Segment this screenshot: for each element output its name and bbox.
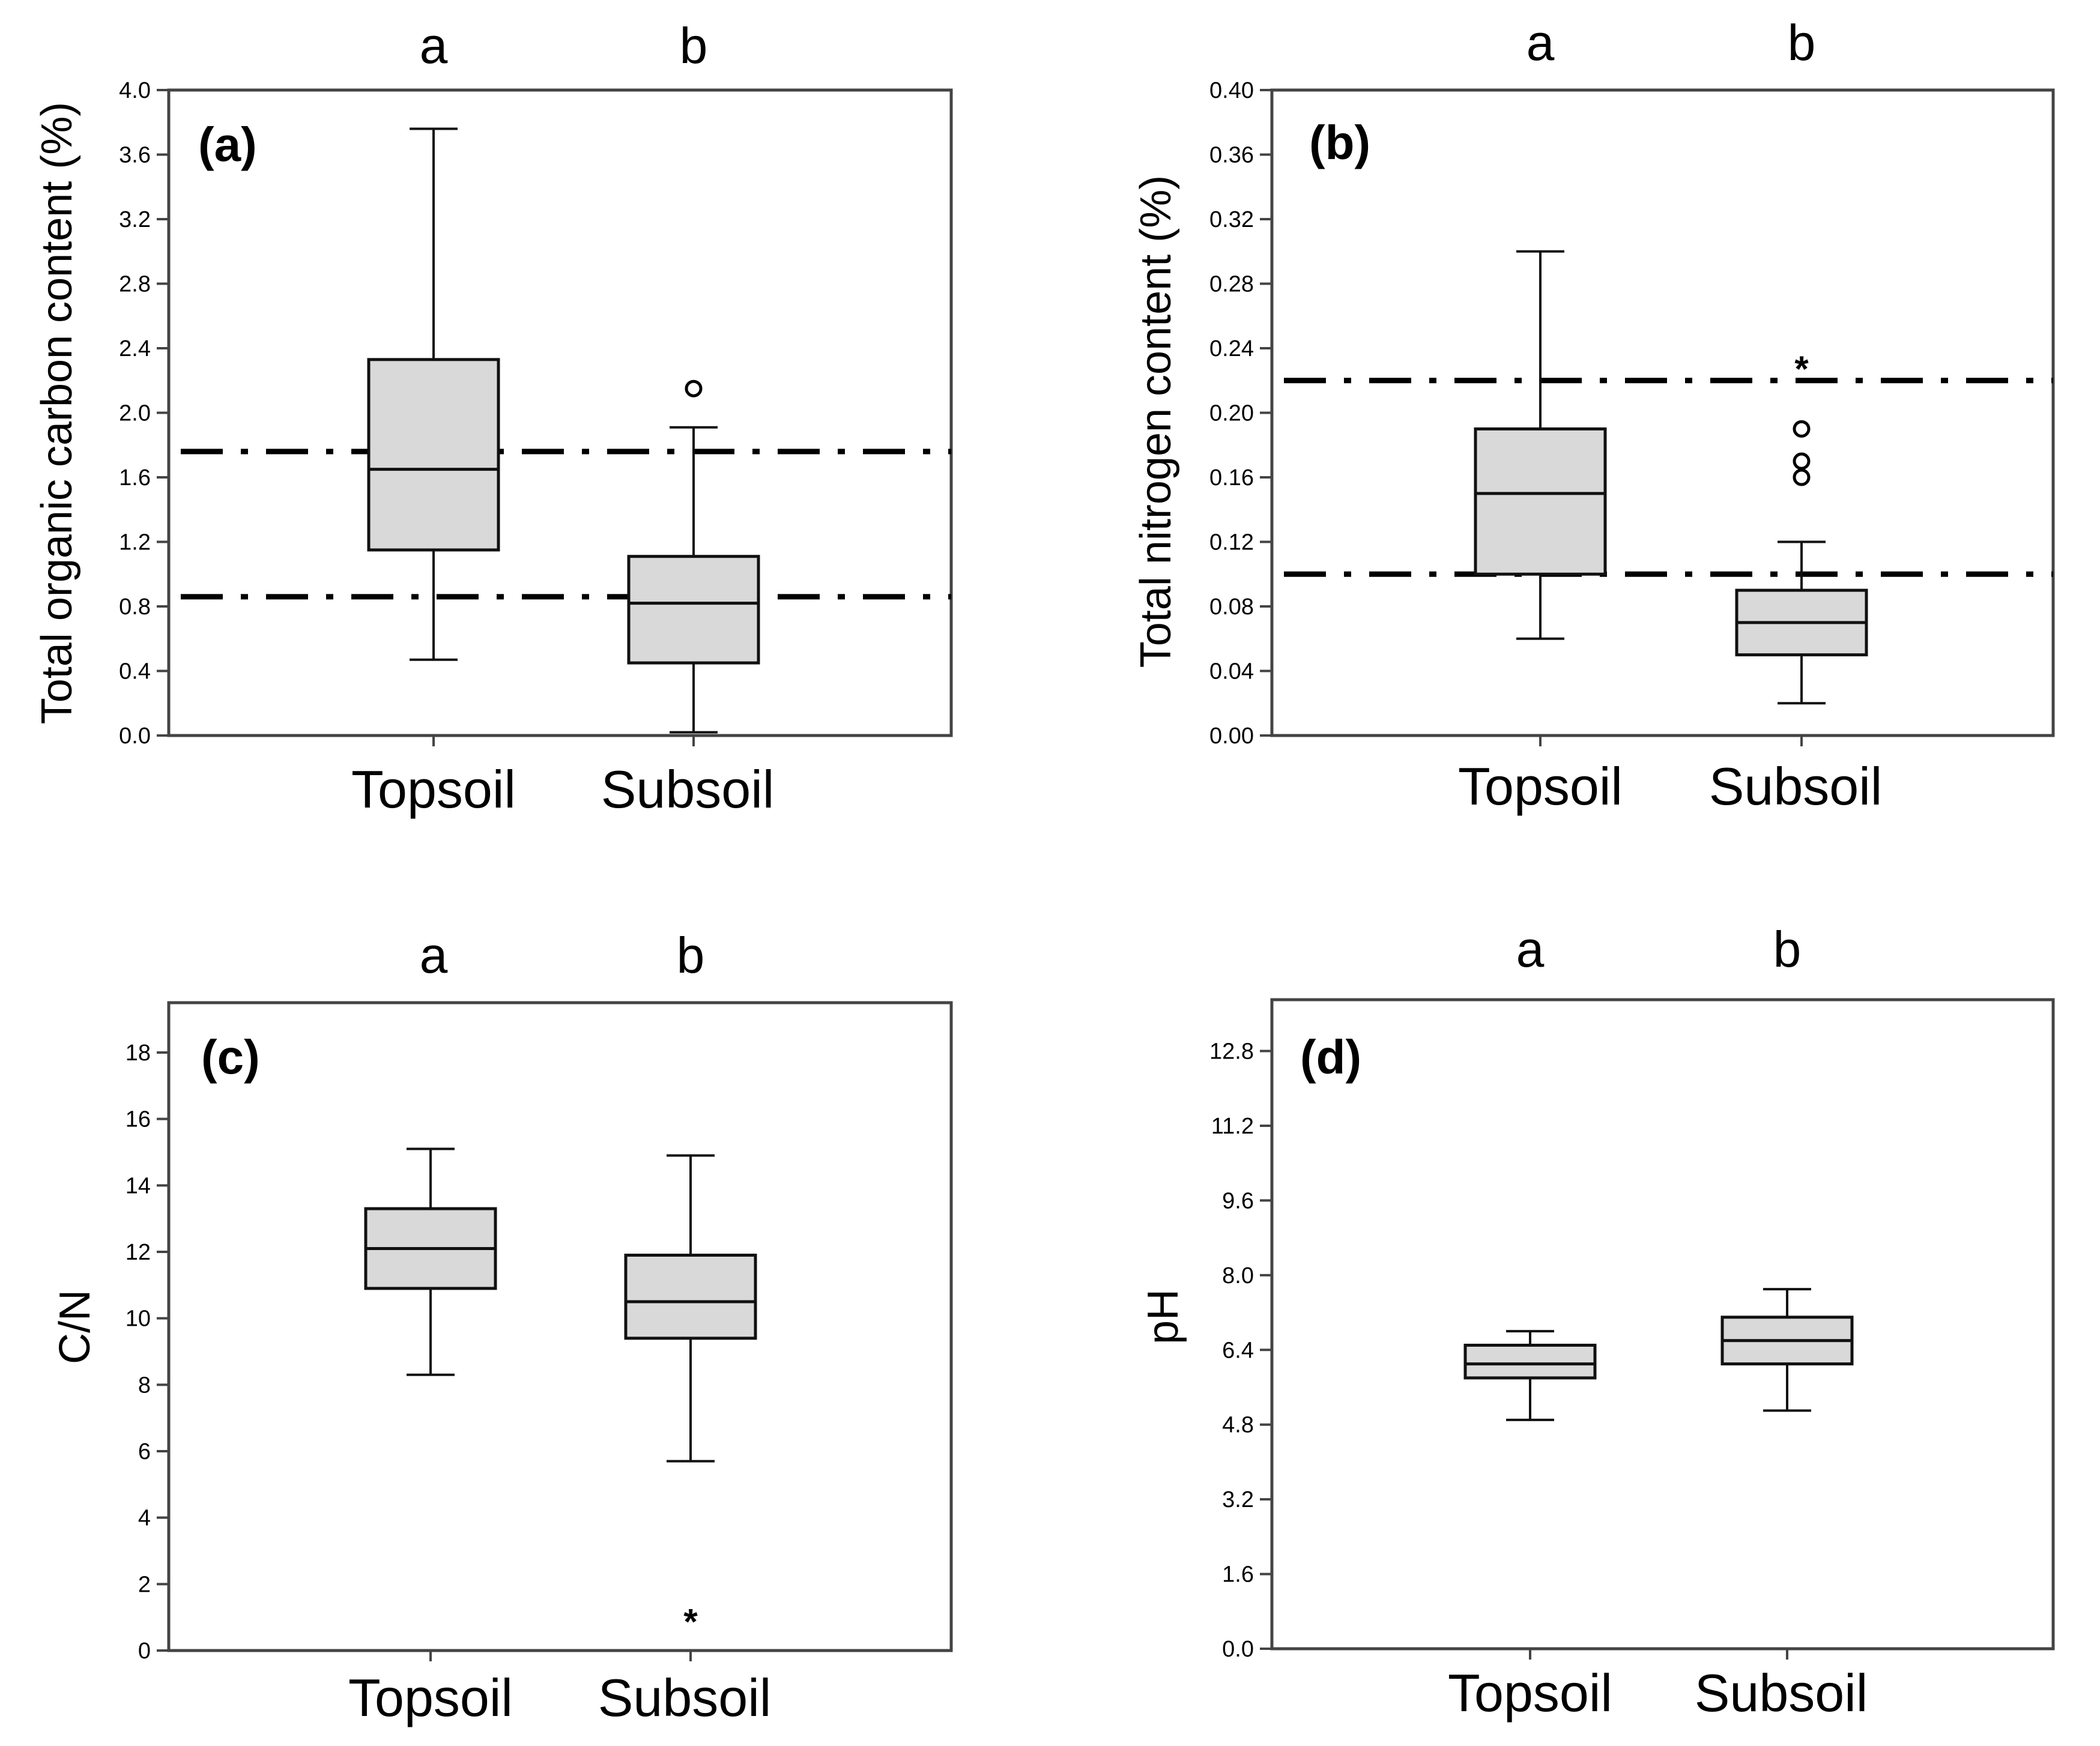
iqr-box (627, 555, 760, 665)
category-label: Topsoil (1448, 1663, 1612, 1723)
iqr-box (1463, 1343, 1597, 1380)
y-tick-label: 4 (138, 1506, 151, 1531)
y-tick-label: 0.0 (119, 723, 151, 749)
panel-label: (c) (201, 1030, 260, 1084)
y-tick-label: 0.36 (1209, 143, 1254, 168)
iqr-box (624, 1254, 757, 1340)
category-label: Topsoil (348, 1668, 513, 1727)
box-subsoil: * (1735, 349, 1868, 705)
y-axis-label: Total nitrogen content (%) (1132, 175, 1180, 668)
y-tick-label: 2.4 (119, 336, 151, 361)
box-topsoil (1463, 1330, 1597, 1421)
y-tick-label: 9.6 (1222, 1188, 1254, 1213)
y-tick-label: 0.8 (119, 594, 151, 620)
category-label: Subsoil (1709, 757, 1883, 816)
y-tick-label: 0.16 (1209, 465, 1254, 491)
box-topsoil (1474, 250, 1607, 640)
y-tick-label: 0.28 (1209, 272, 1254, 297)
y-tick-label: 12.8 (1209, 1039, 1254, 1065)
significance-letter: b (680, 17, 708, 74)
significance-letter: a (1527, 14, 1555, 71)
iqr-box (1474, 427, 1607, 576)
y-tick-label: 0 (138, 1639, 151, 1664)
y-tick-label: 1.6 (119, 465, 151, 491)
box-topsoil (367, 127, 500, 661)
outlier-circle (1793, 420, 1811, 438)
panel-c: 0 2 4 6 8 10 12 14 16 18 C/N (c) Topsoil a * Subsoil b (51, 927, 953, 1727)
y-tick-label: 4.8 (1222, 1413, 1254, 1438)
panel-label: (d) (1300, 1030, 1361, 1084)
outlier-circle (1793, 468, 1811, 486)
plot-frame (167, 88, 953, 737)
y-tick-label: 10 (126, 1306, 151, 1332)
y-tick-label: 0.20 (1209, 401, 1254, 426)
y-tick-label: 8 (138, 1373, 151, 1398)
y-tick-label: 8.0 (1222, 1263, 1254, 1288)
y-tick-label: 3.2 (1222, 1487, 1254, 1512)
panel-b: 0.00 0.04 0.08 0.12 0.16 0.20 0.24 0.28 0.32 0.36… (1132, 14, 2055, 816)
y-tick-label: 0.40 (1209, 78, 1254, 103)
significance-letter: a (420, 927, 448, 983)
y-tick-label: 4.0 (119, 78, 151, 103)
y-axis-label: C/N (51, 1290, 99, 1364)
y-tick-label: 0.04 (1209, 659, 1254, 684)
y-tick-label: 0.24 (1209, 336, 1254, 361)
y-tick-label: 11.2 (1211, 1114, 1254, 1139)
significance-letter: a (420, 17, 448, 74)
y-tick-label: 18 (126, 1041, 151, 1066)
box-subsoil: * (624, 1154, 757, 1642)
significance-letter: b (1788, 14, 1816, 71)
box-subsoil (627, 379, 760, 734)
y-tick-label: 0.12 (1209, 530, 1254, 555)
y-tick-label: 0.4 (119, 659, 151, 684)
y-tick-label: 0.08 (1209, 594, 1254, 620)
box-topsoil (364, 1147, 497, 1376)
category-label: Topsoil (1458, 757, 1623, 816)
category-label: Subsoil (598, 1668, 772, 1727)
y-tick-label: 2.8 (119, 272, 151, 297)
panel-label: (a) (198, 118, 257, 171)
y-tick-label: 6 (138, 1439, 151, 1464)
y-axis-label: pH (1139, 1289, 1187, 1344)
outlier-star: * (1794, 349, 1809, 389)
plot-frame (1270, 88, 2055, 737)
iqr-box (367, 358, 500, 552)
y-tick-label: 2 (138, 1572, 151, 1597)
y-tick-label: 2.0 (119, 401, 151, 426)
y-tick-label: 1.6 (1222, 1562, 1254, 1587)
outlier-circle (1793, 452, 1811, 470)
panel-d: 0.0 1.6 3.2 4.8 6.4 8.0 9.6 11.2 12.8 pH (d) Topsoi… (1139, 921, 2055, 1723)
panel-label: (b) (1309, 116, 1370, 169)
y-tick-label: 3.6 (119, 143, 151, 168)
y-tick-label: 1.2 (119, 530, 151, 555)
category-label: Subsoil (1695, 1663, 1868, 1723)
y-axis-label: Total organic carbon content (%) (33, 102, 81, 725)
plot-frame (167, 1001, 953, 1652)
y-tick-label: 0.0 (1222, 1637, 1254, 1662)
outlier-circle (685, 379, 703, 397)
y-tick-label: 6.4 (1222, 1338, 1254, 1363)
y-tick-label: 16 (126, 1107, 151, 1132)
significance-letter: b (677, 927, 705, 983)
panel-a: 0.0 0.4 0.8 1.2 1.6 2.0 2.4 2.8 3.2 3.6 4.0 Total o… (33, 17, 953, 819)
y-tick-label: 0.00 (1209, 723, 1254, 749)
category-label: Subsoil (601, 760, 775, 819)
y-tick-label: 0.32 (1209, 207, 1254, 232)
category-label: Topsoil (351, 760, 516, 819)
significance-letter: a (1516, 921, 1545, 977)
y-tick-label: 12 (126, 1240, 151, 1265)
plot-frame (1270, 998, 2055, 1651)
significance-letter: b (1773, 921, 1802, 977)
y-tick-label: 14 (126, 1173, 151, 1198)
outlier-star: * (683, 1602, 698, 1642)
box-subsoil (1720, 1288, 1854, 1412)
y-tick-label: 3.2 (119, 207, 151, 232)
